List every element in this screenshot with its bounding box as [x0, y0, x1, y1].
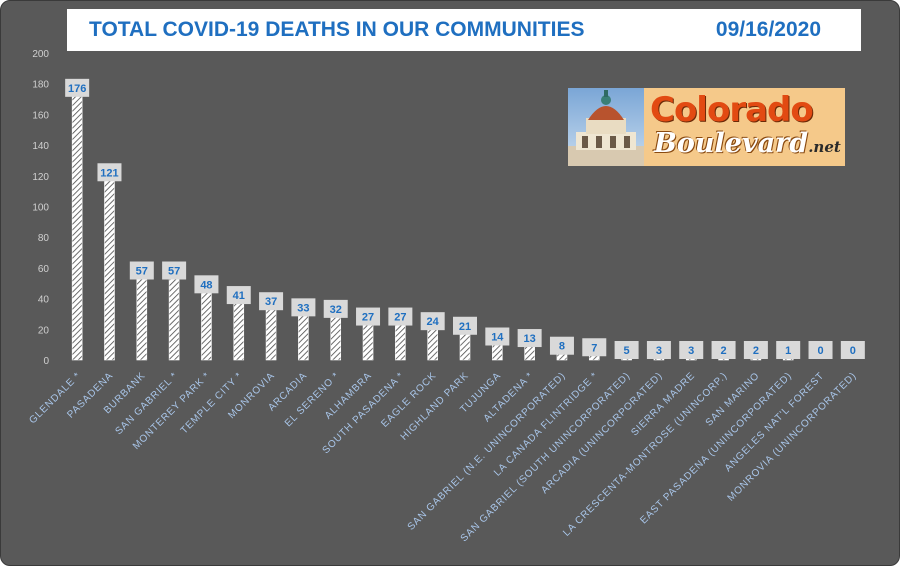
y-tick-label: 120: [32, 172, 49, 183]
data-label-box: [97, 163, 122, 182]
data-label-box: [646, 341, 671, 359]
y-tick-label: 200: [32, 49, 49, 60]
bar: [201, 286, 212, 361]
y-tick-label: 140: [32, 141, 49, 152]
data-label: 57: [136, 266, 148, 278]
data-label: 8: [559, 341, 565, 353]
logo-text-boulevard: Boulevard.net: [654, 128, 841, 159]
data-label: 2: [753, 345, 759, 357]
data-label-box: [129, 261, 154, 280]
y-tick-label: 0: [43, 356, 49, 367]
data-label-box: [549, 336, 574, 355]
data-label: 2: [720, 345, 726, 357]
data-label: 7: [591, 342, 597, 354]
chart-date: 09/16/2020: [715, 18, 821, 41]
category-label: ARCADIA (UNINCORPORATED): [539, 370, 665, 496]
data-label-box: [65, 78, 90, 97]
data-label-box: [356, 307, 381, 326]
data-label-box: [840, 341, 865, 359]
data-label-box: [582, 338, 607, 357]
data-label-box: [226, 286, 251, 305]
data-label: 57: [168, 266, 180, 278]
y-tick-label: 100: [32, 203, 49, 214]
data-label-box: [420, 312, 445, 331]
data-label-box: [388, 307, 413, 326]
data-label: 0: [850, 345, 856, 357]
data-label-box: [485, 327, 510, 346]
chart-title: TOTAL COVID-19 DEATHS IN OUR COMMUNITIES: [89, 18, 585, 41]
y-tick-label: 180: [32, 80, 49, 91]
data-label: 37: [265, 296, 277, 308]
data-label-box: [162, 261, 187, 280]
data-label: 41: [233, 290, 245, 302]
data-label-box: [291, 298, 316, 317]
data-label-box: [614, 341, 639, 359]
data-label: 13: [524, 333, 536, 345]
bar: [136, 272, 148, 361]
bar: [233, 296, 245, 361]
data-label: 3: [656, 345, 662, 357]
data-label: 14: [491, 332, 504, 344]
data-label-box: [808, 341, 833, 359]
y-tick-label: 80: [38, 233, 50, 244]
data-label-box: [323, 299, 348, 318]
data-label: 24: [427, 316, 440, 328]
data-label-box: [259, 292, 284, 311]
data-label: 5: [624, 345, 630, 357]
data-label-box: [679, 341, 704, 359]
data-label: 121: [100, 167, 118, 179]
category-label: EAGLE ROCK: [379, 370, 438, 429]
logo-text-colorado: Colorado: [650, 90, 814, 130]
bar: [104, 173, 115, 361]
data-label-box: [453, 316, 477, 335]
colorado-boulevard-logo: Colorado Boulevard.net: [568, 88, 845, 166]
data-label: 48: [200, 279, 212, 291]
bar: [168, 272, 180, 361]
title-box: TOTAL COVID-19 DEATHS IN OUR COMMUNITIES…: [67, 9, 861, 51]
data-label: 1: [785, 345, 791, 357]
data-label: 3: [688, 345, 694, 357]
category-label: EAST PASADENA (UNINCORPORATED): [638, 370, 794, 526]
y-tick-label: 20: [38, 325, 50, 336]
data-label: 21: [459, 321, 471, 333]
bar: [298, 309, 309, 361]
data-label-box: [743, 341, 768, 359]
data-label-box: [194, 275, 219, 294]
bar: [330, 310, 342, 361]
logo-text-net: .net: [808, 138, 841, 156]
data-label-box: [517, 329, 542, 348]
data-label: 33: [297, 302, 309, 314]
y-tick-label: 40: [38, 295, 50, 306]
y-axis: 0 20 40 60 80 100 120 140 160 180 200: [32, 49, 49, 367]
logo-text-boulevard-word: Boulevard: [654, 128, 809, 159]
data-label: 0: [817, 345, 823, 357]
bar: [265, 302, 277, 361]
data-label: 176: [68, 83, 86, 95]
category-label: TEMPLE CITY *: [179, 370, 245, 436]
y-tick-label: 60: [38, 264, 50, 275]
bar: [71, 89, 83, 361]
city-hall-photo: [568, 88, 644, 166]
data-label: 27: [394, 312, 406, 324]
data-label: 32: [330, 304, 342, 316]
data-label-box: [776, 341, 801, 359]
data-label: 27: [362, 312, 374, 324]
data-label-box: [711, 341, 736, 359]
y-tick-label: 160: [32, 110, 49, 121]
